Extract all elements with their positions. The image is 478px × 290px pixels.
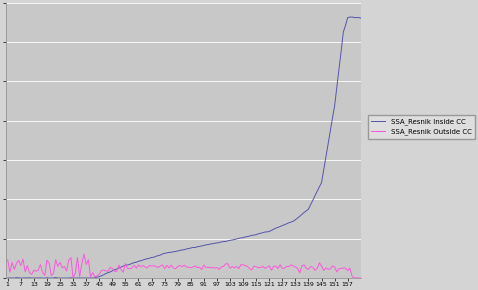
SSA_Resnik Inside CC <box>332 104 337 108</box>
SSA_Resnik Inside CC <box>5 276 11 280</box>
SSA_Resnik Inside CC <box>349 15 355 19</box>
SSA_Resnik Inside CC <box>262 230 268 234</box>
SSA_Resnik Outside CC <box>358 276 364 280</box>
SSA_Resnik Outside CC <box>286 265 292 269</box>
SSA_Resnik Inside CC <box>358 17 364 20</box>
SSA_Resnik Outside CC <box>81 253 87 256</box>
SSA_Resnik Inside CC <box>282 223 287 226</box>
SSA_Resnik Outside CC <box>70 276 76 280</box>
SSA_Resnik Inside CC <box>103 272 109 275</box>
SSA_Resnik Inside CC <box>308 203 314 206</box>
SSA_Resnik Outside CC <box>266 264 272 268</box>
Line: SSA_Resnik Inside CC: SSA_Resnik Inside CC <box>8 17 361 278</box>
SSA_Resnik Outside CC <box>107 266 113 269</box>
Legend: SSA_Resnik Inside CC, SSA_Resnik Outside CC: SSA_Resnik Inside CC, SSA_Resnik Outside… <box>368 115 475 139</box>
SSA_Resnik Outside CC <box>168 263 174 267</box>
SSA_Resnik Outside CC <box>5 258 11 262</box>
SSA_Resnik Outside CC <box>336 267 342 271</box>
SSA_Resnik Inside CC <box>356 16 361 19</box>
Line: SSA_Resnik Outside CC: SSA_Resnik Outside CC <box>8 254 361 278</box>
SSA_Resnik Outside CC <box>312 269 318 272</box>
